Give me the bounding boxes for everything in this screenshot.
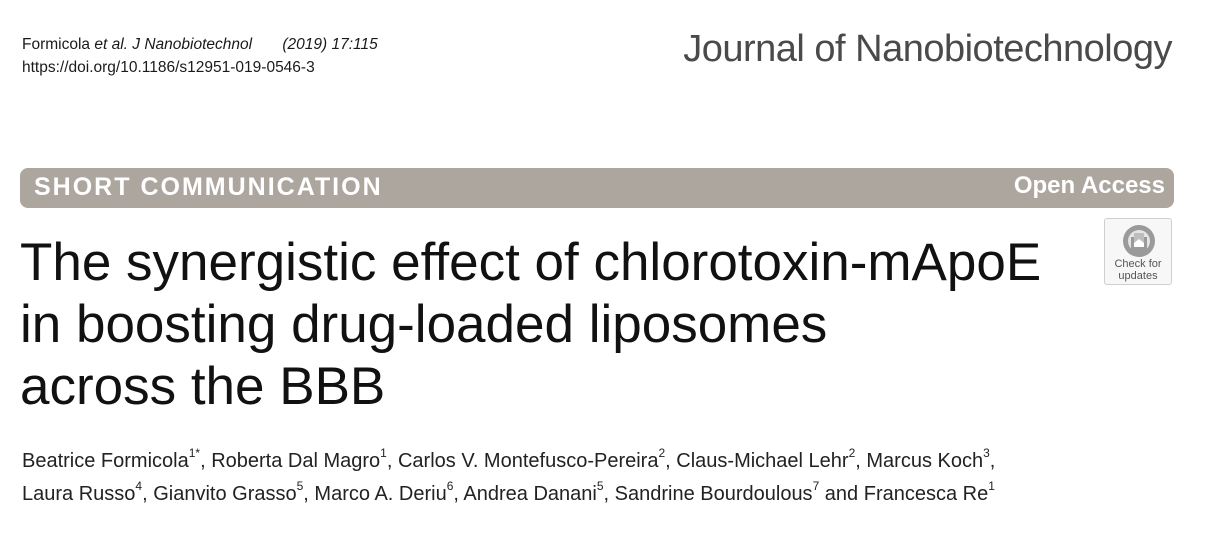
title-line: The synergistic effect of chlorotoxin-mA… <box>20 233 1042 292</box>
author-affiliation: 7 <box>812 479 820 494</box>
author-affiliation: 1 <box>380 446 387 461</box>
article-type-label: SHORT COMMUNICATION <box>34 173 383 201</box>
title-line: across the BBB <box>20 357 386 416</box>
author-separator: , <box>603 483 615 505</box>
author-row: Beatrice Formicola1*, Roberta Dal Magro1… <box>22 445 1182 478</box>
author-list: Beatrice Formicola1*, Roberta Dal Magro1… <box>22 445 1182 511</box>
author-affiliation: 2 <box>848 446 856 461</box>
author-separator: , <box>855 450 867 472</box>
author-separator: and <box>819 483 864 505</box>
author-name: Francesca Re <box>863 483 989 505</box>
author-name: Roberta Dal Magro <box>211 450 381 472</box>
author-affiliation: 2 <box>658 446 666 461</box>
author-name: Carlos V. Montefusco-Pereira <box>397 450 659 472</box>
author-name: Sandrine Bourdoulous <box>614 483 813 505</box>
author-separator: , <box>303 483 315 505</box>
author-affiliation: 5 <box>296 479 304 494</box>
author-affiliation: 3 <box>983 446 990 461</box>
author-affiliation: 6 <box>446 479 454 494</box>
author-affiliation: 1* <box>188 446 201 461</box>
check-for-updates-badge[interactable]: Check for updates <box>1104 218 1172 285</box>
author-name: Claus-Michael Lehr <box>676 450 849 472</box>
citation-journal-abbrev: et al. J Nanobiotechnol <box>94 36 253 53</box>
author-affiliation: 5 <box>596 479 604 494</box>
author-separator: , <box>665 450 677 472</box>
author-separator: , <box>200 450 212 472</box>
article-type-banner: SHORT COMMUNICATION Open Access <box>20 168 1174 208</box>
author-row: Laura Russo4, Gianvito Grasso5, Marco A.… <box>22 478 1182 511</box>
author-separator: , <box>386 450 398 472</box>
badge-label: Check for updates <box>1114 258 1162 282</box>
citation-author: Formicola <box>22 36 91 53</box>
author-affiliation: 1 <box>988 479 995 494</box>
author-separator: , <box>453 483 464 505</box>
author-separator: , <box>142 483 154 505</box>
author-name: Beatrice Formicola <box>22 450 189 472</box>
author-name: Gianvito Grasso <box>153 483 297 505</box>
check-for-updates-icon <box>1123 225 1155 257</box>
author-separator: , <box>989 450 996 472</box>
author-name: Andrea Danani <box>463 483 597 505</box>
author-name: Laura Russo <box>22 483 136 505</box>
author-name: Marco A. Deriu <box>314 483 447 505</box>
citation-year-volume: (2019) 17:115 <box>282 36 378 53</box>
doi-link[interactable]: https://doi.org/10.1186/s12951-019-0546-… <box>22 59 315 76</box>
author-name: Marcus Koch <box>866 450 984 472</box>
article-title: The synergistic effect of chlorotoxin-mA… <box>20 232 1100 418</box>
title-line: in boosting drug-loaded liposomes <box>20 295 828 354</box>
citation-header: Formicola et al. J Nanobiotechnol (2019)… <box>22 33 378 79</box>
journal-name: Journal of Nanobiotechnology <box>683 28 1172 70</box>
open-access-label: Open Access <box>1013 172 1165 199</box>
citation-line: Formicola et al. J Nanobiotechnol (2019)… <box>22 33 378 56</box>
author-affiliation: 4 <box>135 479 143 494</box>
